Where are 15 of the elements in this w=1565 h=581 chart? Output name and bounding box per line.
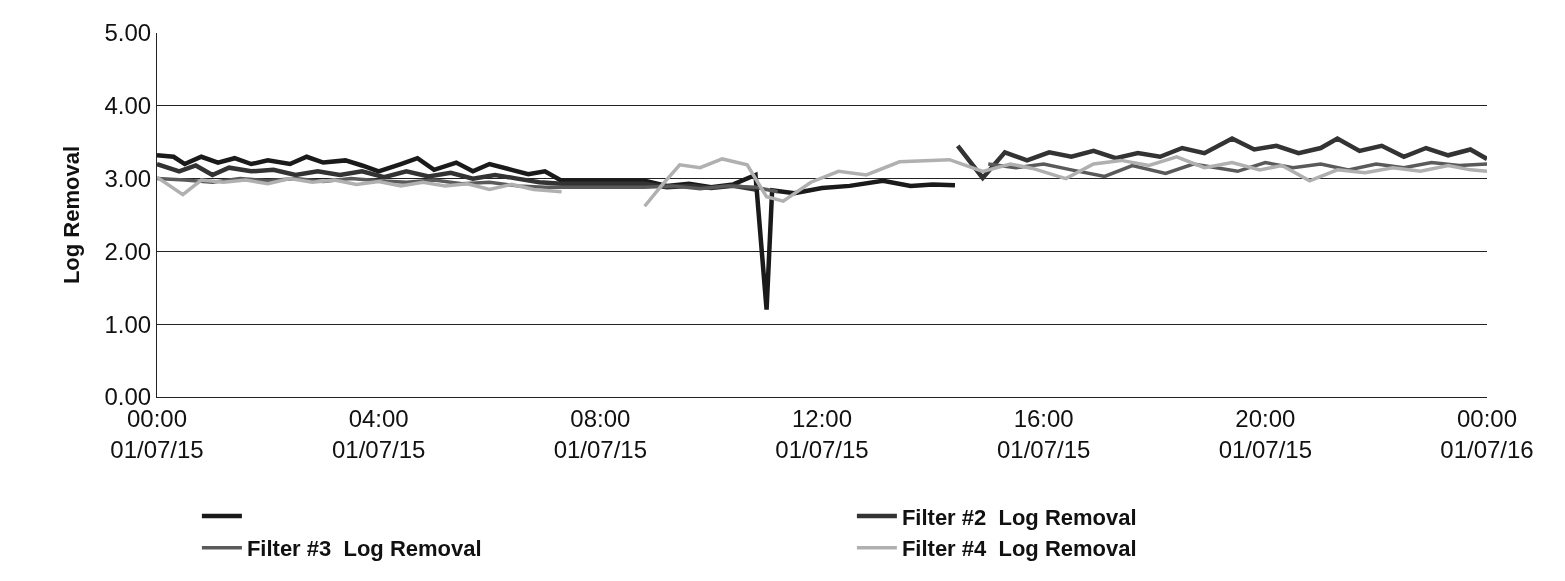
legend-label: Filter #4 Log Removal — [901, 536, 1137, 562]
x-tick-label: 16:00 01/07/15 — [996, 404, 1091, 463]
x-tick-label: 12:00 01/07/15 — [775, 404, 869, 463]
y-tick-label: 1.00 — [104, 310, 152, 338]
x-tick-label: 20:00 01/07/15 — [1218, 404, 1313, 463]
x-tick-label: 00:00 01/07/16 — [1440, 404, 1534, 463]
y-axis-title: Log Removal — [59, 145, 85, 285]
y-tick-label: 5.00 — [104, 19, 152, 47]
y-tick-label: 4.00 — [104, 92, 152, 120]
legend-label: Filter #2 Log Removal — [901, 504, 1137, 530]
x-tick-label: 04:00 01/07/15 — [331, 404, 426, 463]
y-tick-label: 2.00 — [104, 237, 152, 265]
legend-label: Filter #3 Log Removal — [246, 536, 482, 562]
x-tick-label: 08:00 01/07/15 — [553, 404, 648, 463]
y-tick-label: 3.00 — [104, 165, 152, 192]
